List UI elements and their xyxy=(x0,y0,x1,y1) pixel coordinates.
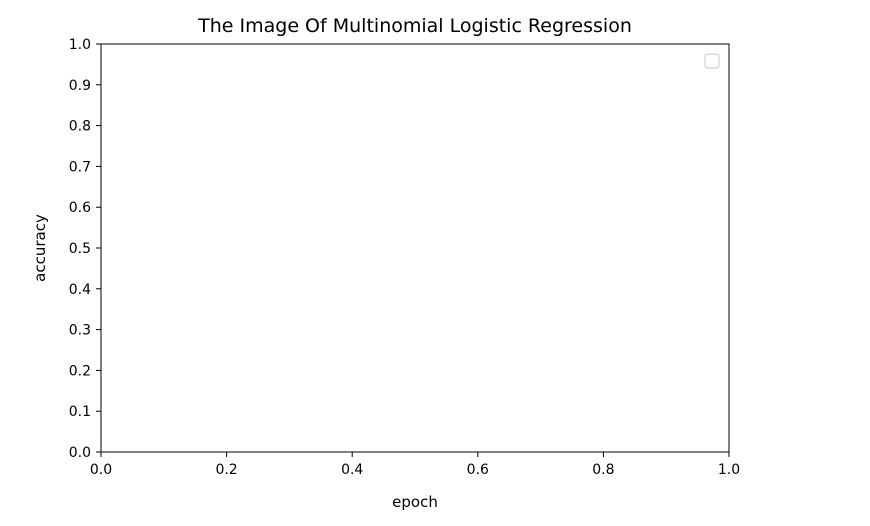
y-tick-label: 0.7 xyxy=(69,159,91,175)
x-tick-label: 1.0 xyxy=(718,462,740,478)
x-tick-label: 0.4 xyxy=(341,462,363,478)
y-tick-label: 0.9 xyxy=(69,78,91,94)
y-tick-label: 0.8 xyxy=(69,119,91,135)
y-tick-label: 0.3 xyxy=(69,323,91,339)
x-tick-label: 0.6 xyxy=(467,462,489,478)
x-axis-ticks: 0.0 0.2 0.4 0.6 0.8 1.0 xyxy=(90,452,740,478)
y-tick-label: 0.0 xyxy=(69,445,91,461)
x-axis-label: epoch xyxy=(392,493,438,511)
y-tick-label: 1.0 xyxy=(69,37,91,53)
chart-title: The Image Of Multinomial Logistic Regres… xyxy=(197,15,632,37)
plot-area xyxy=(100,43,730,453)
y-tick-label: 0.4 xyxy=(69,282,91,298)
legend-box xyxy=(704,53,720,69)
x-tick-label: 0.2 xyxy=(215,462,237,478)
y-tick-label: 0.2 xyxy=(69,363,91,379)
x-tick-label: 0.8 xyxy=(592,462,614,478)
y-axis-label: accuracy xyxy=(31,214,49,282)
y-axis-ticks: 0.0 0.1 0.2 0.3 0.4 0.5 0.6 0.7 0.8 0.9 1.0 xyxy=(69,37,101,461)
y-tick-label: 0.5 xyxy=(69,241,91,257)
x-tick-label: 0.0 xyxy=(90,462,112,478)
y-tick-label: 0.6 xyxy=(69,200,91,216)
y-tick-label: 0.1 xyxy=(69,404,91,420)
